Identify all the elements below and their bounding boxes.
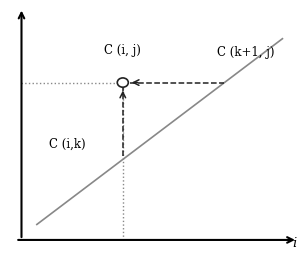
Text: C (i, j): C (i, j) <box>104 44 141 57</box>
Text: C (i,k): C (i,k) <box>49 138 86 151</box>
Text: i: i <box>293 237 297 250</box>
Circle shape <box>117 78 128 87</box>
Text: C (k+1, j): C (k+1, j) <box>217 46 274 59</box>
